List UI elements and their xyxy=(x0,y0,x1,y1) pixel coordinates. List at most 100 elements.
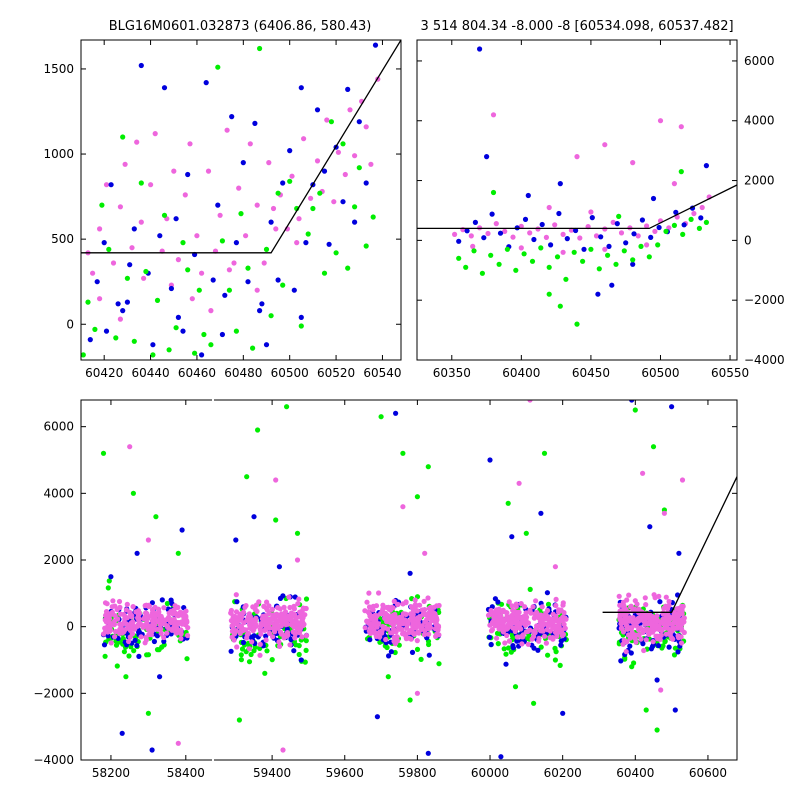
data-point-green xyxy=(632,407,638,413)
data-point-blue xyxy=(120,308,126,314)
data-point-green xyxy=(643,707,649,713)
axis-frame xyxy=(416,39,738,361)
data-point-blue xyxy=(168,285,174,292)
data-point-magenta xyxy=(617,602,623,608)
data-point-magenta xyxy=(171,608,177,614)
data-point-magenta xyxy=(342,171,348,178)
data-point-green xyxy=(99,202,105,208)
data-point-magenta xyxy=(301,621,307,627)
data-point-magenta xyxy=(666,621,673,627)
data-point-magenta xyxy=(513,603,519,610)
x-tick-label: 60550 xyxy=(711,366,749,380)
data-point-green xyxy=(255,427,261,433)
data-point-magenta xyxy=(247,617,253,623)
data-point-magenta xyxy=(678,124,684,130)
data-point-magenta xyxy=(135,622,141,628)
data-point-green xyxy=(192,350,198,356)
data-point-magenta xyxy=(552,624,558,630)
data-point-magenta xyxy=(502,228,508,234)
data-point-green xyxy=(523,530,529,536)
data-point-magenta xyxy=(243,603,249,609)
data-point-magenta xyxy=(393,629,399,635)
data-point-magenta xyxy=(527,230,533,236)
data-point-green xyxy=(305,231,311,237)
data-point-blue xyxy=(150,342,156,348)
data-point-green xyxy=(545,652,551,658)
data-point-magenta xyxy=(246,646,252,652)
data-point-magenta xyxy=(421,598,427,605)
data-point-blue xyxy=(277,595,284,602)
data-point-green xyxy=(662,639,668,645)
data-point-magenta xyxy=(628,603,634,609)
data-point-magenta xyxy=(368,625,374,631)
data-point-magenta xyxy=(208,308,214,314)
panel-bottom: 58200 58400 59400 59600 59800 60000 60200 60400… xyxy=(33,399,738,780)
data-point-magenta xyxy=(530,604,536,610)
data-point-green xyxy=(538,644,544,650)
data-point-green xyxy=(646,254,652,260)
data-point-blue xyxy=(233,537,239,543)
data-point-magenta xyxy=(364,599,370,605)
data-point-magenta xyxy=(539,604,545,610)
x-tick-label: 60400 xyxy=(616,766,654,780)
data-point-magenta xyxy=(647,613,653,619)
data-point-blue xyxy=(108,182,114,188)
data-point-blue xyxy=(488,641,494,648)
data-point-blue xyxy=(363,180,369,186)
data-point-magenta xyxy=(110,598,116,604)
data-point-blue xyxy=(180,328,186,334)
data-point-green xyxy=(414,494,420,500)
data-point-magenta xyxy=(392,611,398,618)
data-point-magenta xyxy=(657,118,664,124)
data-point-green xyxy=(385,674,391,680)
data-point-blue xyxy=(595,291,601,297)
data-point-green xyxy=(505,500,511,506)
data-point-blue xyxy=(409,649,416,656)
data-point-green xyxy=(400,450,406,456)
data-point-magenta xyxy=(141,275,147,281)
data-point-magenta xyxy=(274,622,280,628)
data-point-magenta xyxy=(143,610,149,616)
data-point-green xyxy=(248,651,254,658)
data-point-magenta xyxy=(298,610,304,616)
data-point-magenta xyxy=(637,625,644,631)
data-point-blue xyxy=(154,633,160,639)
data-point-magenta xyxy=(432,613,438,619)
data-point-magenta xyxy=(539,617,546,623)
data-point-magenta xyxy=(154,619,161,625)
data-point-blue xyxy=(407,570,413,576)
data-point-magenta xyxy=(127,609,133,616)
data-point-blue xyxy=(103,328,110,334)
data-point-magenta xyxy=(187,141,193,147)
data-point-green xyxy=(124,275,130,281)
data-point-green xyxy=(154,297,161,303)
data-point-green xyxy=(233,328,239,334)
data-point-green xyxy=(490,189,497,196)
data-point-green xyxy=(356,165,362,171)
data-point-blue xyxy=(648,234,654,240)
data-point-magenta xyxy=(233,592,239,598)
data-point-blue xyxy=(539,221,545,228)
data-point-magenta xyxy=(510,607,516,614)
data-point-blue xyxy=(215,202,221,208)
data-point-blue xyxy=(87,337,93,343)
data-point-magenta xyxy=(499,626,505,633)
data-point-magenta xyxy=(266,160,272,166)
data-point-green xyxy=(504,246,510,252)
data-point-magenta xyxy=(161,634,167,641)
data-point-magenta xyxy=(127,444,133,450)
model-line xyxy=(602,476,737,613)
data-point-magenta xyxy=(610,219,616,225)
data-point-blue xyxy=(298,657,304,663)
y-tick-label: 4000 xyxy=(43,486,74,500)
y-tick-label: 2000 xyxy=(744,174,775,188)
y-tick-label: −2000 xyxy=(744,293,785,307)
data-point-blue xyxy=(352,219,358,225)
title-right: 3 514 804.34 -8.000 -8 [60534.098, 60537… xyxy=(420,19,733,34)
data-point-green xyxy=(512,684,519,690)
data-point-green xyxy=(287,178,293,184)
data-point-green xyxy=(526,633,532,639)
data-point-green xyxy=(257,45,263,52)
data-point-magenta xyxy=(385,604,392,611)
data-point-magenta xyxy=(124,601,130,608)
